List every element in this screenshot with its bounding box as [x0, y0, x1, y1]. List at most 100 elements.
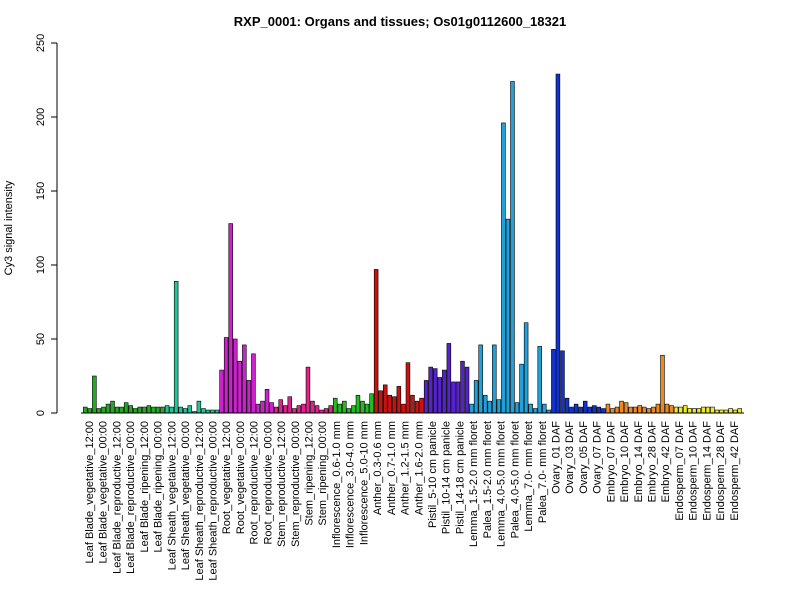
bar	[469, 403, 474, 414]
x-tick-label: Anther_1.6-2.0 mm	[413, 421, 425, 515]
chart-title: RXP_0001: Organs and tissues; Os01g01126…	[234, 14, 566, 29]
y-tick-label: 50	[35, 333, 47, 345]
bar	[560, 350, 565, 414]
x-tick-label: Stem_reproductive_12:00	[276, 421, 288, 547]
y-axis: 0 50 100 150 200 250	[35, 34, 58, 416]
bar	[114, 406, 120, 414]
bar	[96, 408, 102, 414]
bar	[582, 400, 588, 414]
bar	[155, 406, 161, 414]
bar	[310, 400, 315, 414]
bar	[396, 386, 402, 414]
x-tick-label: Leaf Blade_vegetative_00:00	[98, 421, 110, 564]
bar	[514, 402, 520, 414]
bar	[478, 344, 483, 414]
x-tick-label: Root_reproductive_00:00	[262, 421, 274, 545]
bar	[328, 405, 333, 414]
bar	[446, 343, 452, 414]
bar	[451, 381, 456, 414]
bar	[487, 400, 492, 414]
bar	[496, 399, 502, 414]
bar	[146, 405, 152, 414]
bar	[378, 390, 383, 414]
bar	[292, 408, 297, 414]
bar	[551, 349, 556, 414]
bar	[187, 405, 193, 414]
bar	[710, 406, 715, 414]
bar	[605, 403, 611, 414]
bar	[260, 400, 265, 414]
bar	[637, 405, 642, 414]
bar	[355, 394, 361, 414]
x-tick-label: Embryo_42 DAF	[660, 421, 672, 503]
x-tick-label: Inflorescence_5.0-10 mm	[358, 421, 370, 545]
bar	[283, 405, 288, 414]
bar	[110, 400, 115, 414]
bar	[219, 369, 224, 414]
bar	[323, 408, 329, 414]
bar	[83, 406, 88, 414]
x-tick-label: Pistil_5-10 cm panicle	[427, 421, 439, 528]
x-tick-label: Stem_ripening_12:00	[304, 421, 316, 526]
x-tick-label: Embryo_10 DAF	[619, 421, 631, 503]
bar	[201, 408, 206, 414]
x-tick-label: Root_vegetative_00:00	[235, 421, 247, 534]
bar	[482, 394, 488, 414]
x-tick-label: Root_reproductive_12:00	[249, 421, 261, 545]
bar	[701, 406, 706, 414]
bar	[564, 397, 570, 414]
bar	[682, 405, 688, 414]
bar	[678, 406, 683, 414]
bar	[573, 403, 579, 414]
bar	[369, 393, 374, 414]
x-tick-label: Leaf Blade_reproductive_00:00	[125, 421, 137, 574]
bar	[223, 337, 229, 414]
x-tick-label: Anther_0.3-0.6 mm	[372, 421, 384, 515]
x-tick-label: Leaf Sheath_vegetative_12:00	[166, 421, 178, 570]
x-tick-label: Pistil_10-14 cm panicle	[441, 421, 453, 534]
bar	[296, 405, 302, 414]
bar	[510, 81, 515, 414]
x-tick-label: Endosperm_14 DAF	[701, 421, 713, 521]
x-tick-label: Leaf Blade_reproductive_12:00	[111, 421, 123, 574]
bar	[183, 408, 188, 414]
bar	[623, 402, 629, 414]
x-tick-label: Leaf Sheath_reproductive_00:00	[207, 421, 219, 581]
x-tick-label: Embryo_14 DAF	[633, 421, 645, 503]
bar	[528, 403, 533, 414]
bar	[392, 396, 397, 414]
bar	[178, 406, 183, 414]
bar	[473, 380, 479, 414]
bar	[655, 403, 661, 414]
bar	[501, 122, 506, 414]
bar	[196, 400, 202, 414]
bar	[660, 354, 665, 414]
x-tick-label: Palea_4.0-5.0 mm floret	[509, 421, 521, 538]
x-tick-label: Leaf Sheath_reproductive_12:00	[194, 421, 206, 581]
bar	[601, 408, 606, 414]
bar	[432, 368, 438, 414]
y-tick-label: 250	[35, 34, 47, 52]
bar	[673, 406, 679, 414]
x-tick-label: Ovary_05 DAF	[578, 421, 590, 494]
bar	[587, 406, 592, 414]
bar	[346, 408, 352, 414]
bar	[264, 389, 270, 414]
bar	[460, 360, 465, 414]
bar	[237, 360, 243, 414]
bar	[519, 363, 524, 414]
bar	[160, 406, 165, 414]
bar	[101, 406, 106, 414]
y-tick-label: 100	[35, 256, 47, 274]
bar	[119, 406, 124, 414]
x-tick-label: Ovary_03 DAF	[564, 421, 576, 494]
x-tick-labels: Leaf Blade_vegetative_12:00 Leaf Blade_ve…	[84, 421, 741, 581]
bar	[410, 394, 415, 414]
bar	[251, 353, 256, 414]
bar	[437, 377, 442, 414]
bar	[246, 380, 252, 414]
bar	[610, 408, 615, 414]
y-tick-label: 150	[35, 182, 47, 200]
bar	[537, 346, 542, 414]
bar	[523, 322, 529, 414]
